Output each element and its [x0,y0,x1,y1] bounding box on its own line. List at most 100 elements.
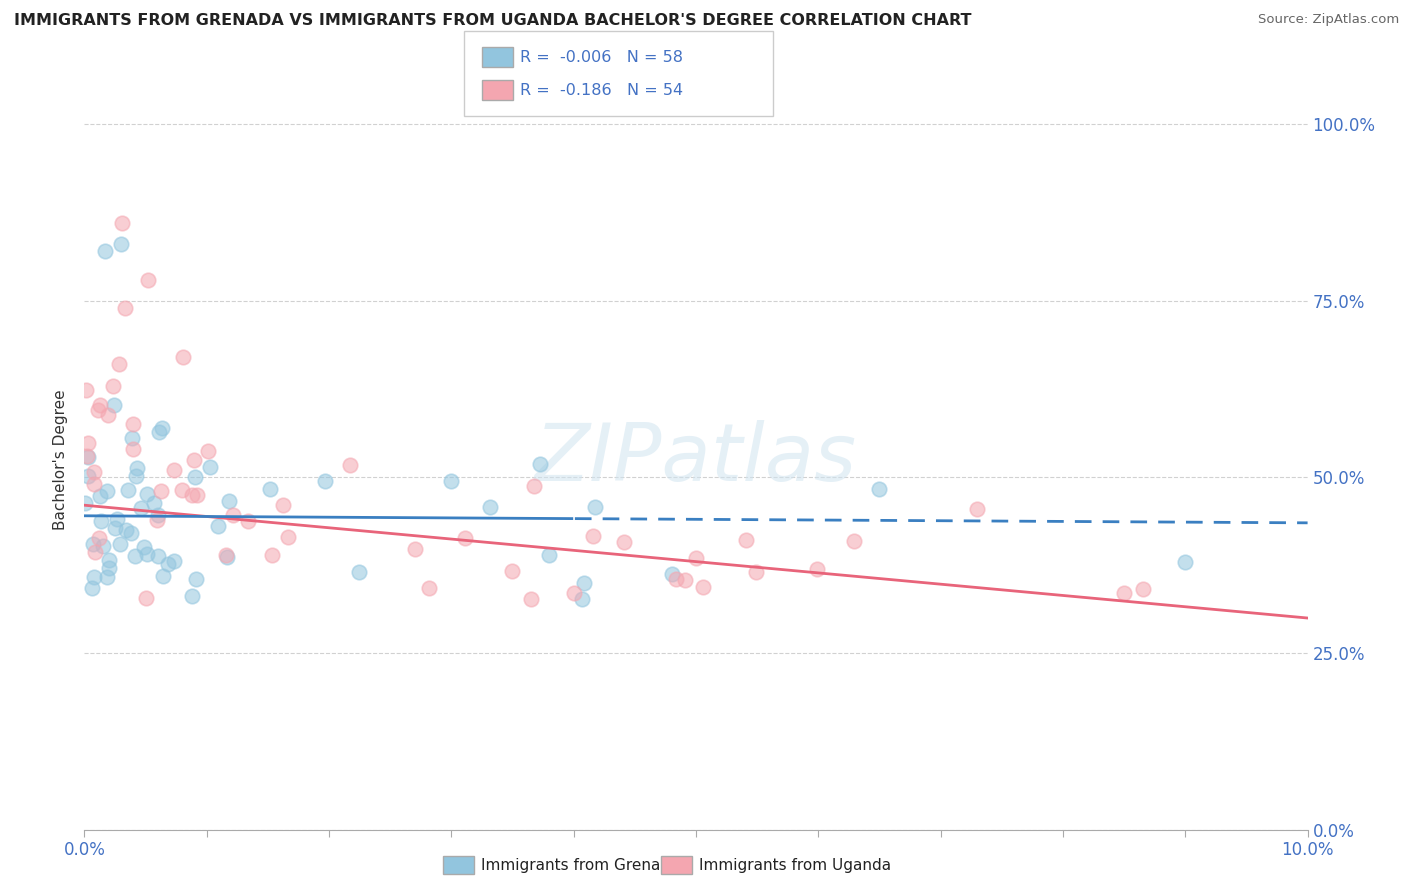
Point [1132,582,1154,596]
Point [583,500,606,515]
Point [96,484,118,499]
Point [117,483,139,497]
Point [152,420,174,434]
Point [222,508,245,522]
Point [314,474,336,488]
Point [121,442,143,456]
Point [82,537,104,551]
Point [260,548,283,562]
Point [143,496,166,510]
Text: ZIPatlas: ZIPatlas [534,420,858,499]
Point [76,469,98,483]
Point [520,592,543,607]
Point [152,569,174,583]
Point [87,531,110,545]
Point [197,443,219,458]
Point [207,519,229,533]
Point [404,542,426,557]
Point [110,237,132,252]
Point [673,573,696,587]
Point [121,431,143,445]
Text: Immigrants from Uganda: Immigrants from Uganda [699,858,891,872]
Text: Source: ZipAtlas.com: Source: ZipAtlas.com [1258,13,1399,27]
Point [148,425,170,439]
Point [665,572,688,586]
Point [571,592,593,607]
Point [93,244,115,259]
Point [183,453,205,467]
Point [101,379,124,393]
Point [75,383,97,397]
Text: R =  -0.186   N = 54: R = -0.186 N = 54 [520,83,683,97]
Point [80,581,103,595]
Point [259,483,281,497]
Point [453,531,475,545]
Point [163,554,186,568]
Point [90,514,112,528]
Point [529,457,551,471]
Text: Immigrants from Grenada: Immigrants from Grenada [481,858,679,872]
Point [89,398,111,412]
Point [184,573,207,587]
Point [136,487,159,501]
Point [111,216,134,230]
Point [869,482,891,496]
Point [96,570,118,584]
Y-axis label: Bachelor's Degree: Bachelor's Degree [53,389,69,530]
Point [613,534,636,549]
Point [198,460,221,475]
Point [120,526,142,541]
Point [538,548,561,562]
Point [562,586,585,600]
Point [83,465,105,479]
Point [146,549,169,563]
Point [122,417,145,432]
Point [735,533,758,547]
Point [806,562,828,576]
Point [1114,586,1136,600]
Point [572,576,595,591]
Point [132,541,155,555]
Point [97,408,120,422]
Point [114,301,136,315]
Point [582,528,605,542]
Point [98,561,121,575]
Point [966,501,988,516]
Point [103,398,125,412]
Point [77,450,100,465]
Point [440,474,463,488]
Point [842,534,865,549]
Point [115,523,138,537]
Point [104,521,127,535]
Point [277,530,299,544]
Point [172,483,194,498]
Point [215,550,238,565]
Point [218,494,240,508]
Text: IMMIGRANTS FROM GRENADA VS IMMIGRANTS FROM UGANDA BACHELOR'S DEGREE CORRELATION : IMMIGRANTS FROM GRENADA VS IMMIGRANTS FR… [14,13,972,29]
Point [135,591,157,605]
Point [136,547,159,561]
Point [183,470,205,484]
Point [180,488,202,502]
Point [1174,556,1197,570]
Point [236,514,259,528]
Point [661,566,683,581]
Point [502,565,524,579]
Point [186,488,208,502]
Point [692,580,714,594]
Point [105,511,128,525]
Point [84,544,107,558]
Point [136,272,159,286]
Point [75,496,97,510]
Text: R =  -0.006   N = 58: R = -0.006 N = 58 [520,50,683,64]
Point [418,581,440,595]
Point [76,449,98,463]
Point [125,460,148,475]
Point [271,498,294,512]
Point [149,483,172,498]
Point [124,549,146,563]
Point [347,565,370,579]
Point [157,557,180,571]
Point [146,513,169,527]
Point [76,435,98,450]
